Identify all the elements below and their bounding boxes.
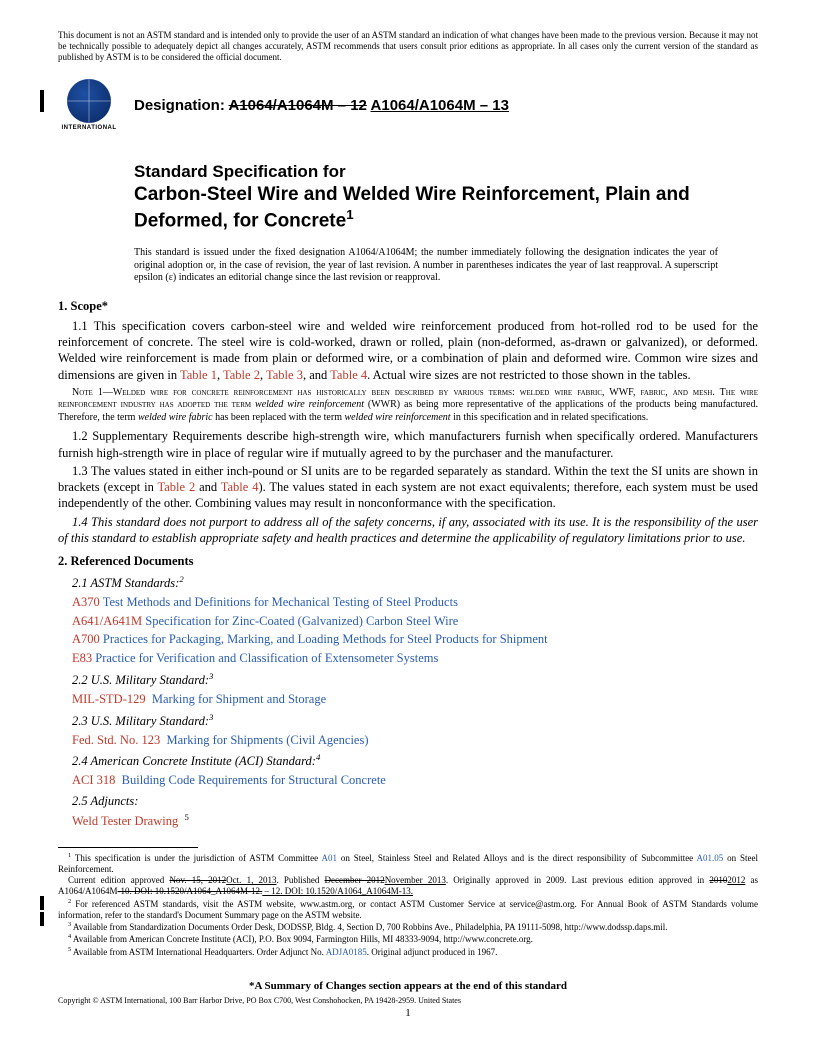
link-aci318-title[interactable]: Building Code Requirements for Structura…: [122, 773, 386, 787]
change-bar: [40, 90, 44, 112]
link-committee-a01[interactable]: A01: [322, 853, 338, 863]
footnote-1: 1 This specification is under the jurisd…: [58, 852, 758, 876]
link-a370[interactable]: A370: [72, 595, 100, 609]
link-table4[interactable]: Table 4: [330, 368, 367, 382]
link-fedstd[interactable]: Fed. Std. No. 123: [72, 733, 160, 747]
ref-2-4: 2.4 American Concrete Institute (ACI) St…: [72, 751, 758, 771]
link-weldtester[interactable]: Weld Tester Drawing: [72, 814, 178, 828]
para-1-3: 1.3 The values stated in either inch-pou…: [58, 463, 758, 512]
section-refdocs-head: 2. Referenced Documents: [58, 554, 758, 569]
link-a641[interactable]: A641/A641M: [72, 614, 142, 628]
footnote-5: 5 Available from ASTM International Head…: [58, 946, 758, 958]
summary-of-changes-note: *A Summary of Changes section appears at…: [58, 980, 758, 992]
section-scope-head: 1. Scope*: [58, 299, 758, 314]
link-table2[interactable]: Table 2: [223, 368, 260, 382]
link-e83[interactable]: E83: [72, 651, 92, 665]
title-prefix: Standard Specification for: [134, 162, 758, 182]
footnote-1b: Current edition approved Nov. 15, 2012Oc…: [58, 875, 758, 898]
change-bar: [40, 912, 44, 926]
para-1-2: 1.2 Supplementary Requirements describe …: [58, 428, 758, 461]
link-a700-title[interactable]: Practices for Packaging, Marking, and Lo…: [103, 632, 548, 646]
link-milstd[interactable]: MIL-STD-129: [72, 692, 146, 706]
link-subcommittee-a0105[interactable]: A01.05: [697, 853, 724, 863]
link-a700[interactable]: A700: [72, 632, 100, 646]
link-e83-title[interactable]: Practice for Verification and Classifica…: [95, 651, 438, 665]
globe-icon: [67, 79, 111, 123]
issuance-note: This standard is issued under the fixed …: [134, 247, 718, 285]
link-milstd-title[interactable]: Marking for Shipment and Storage: [152, 692, 326, 706]
ref-2-5: 2.5 Adjuncts:: [72, 792, 758, 811]
copyright-line: Copyright © ASTM International, 100 Barr…: [58, 996, 758, 1005]
link-table4b[interactable]: Table 4: [221, 480, 259, 494]
link-aci318[interactable]: ACI 318: [72, 773, 115, 787]
ref-2-1: 2.1 ASTM Standards:2: [72, 573, 758, 593]
designation-header: INTERNATIONAL Designation: A1064/A1064M …: [58, 74, 758, 136]
change-bar: [40, 896, 44, 910]
designation-line: Designation: A1064/A1064M – 12 A1064/A10…: [134, 97, 509, 114]
ref-2-2: 2.2 U.S. Military Standard:3: [72, 670, 758, 690]
note-1: Note 1—Welded wire for concrete reinforc…: [58, 387, 758, 425]
astm-logo: INTERNATIONAL: [58, 74, 120, 136]
link-table1[interactable]: Table 1: [180, 368, 217, 382]
designation-new: A1064/A1064M – 13: [371, 97, 509, 114]
link-table3[interactable]: Table 3: [266, 368, 303, 382]
document-title: Carbon-Steel Wire and Welded Wire Reinfo…: [134, 184, 758, 233]
logo-subtext: INTERNATIONAL: [61, 125, 116, 131]
para-1-1: 1.1 This specification covers carbon-ste…: [58, 318, 758, 383]
footnote-2: 2 For referenced ASTM standards, visit t…: [58, 898, 758, 922]
link-a370-title[interactable]: Test Methods and Definitions for Mechani…: [103, 595, 458, 609]
designation-old: A1064/A1064M – 12: [228, 97, 366, 114]
footnote-rule: [58, 847, 198, 848]
link-fedstd-title[interactable]: Marking for Shipments (Civil Agencies): [166, 733, 368, 747]
footnote-4: 4 Available from American Concrete Insti…: [58, 933, 758, 945]
link-table2b[interactable]: Table 2: [158, 480, 196, 494]
referenced-documents: 2.1 ASTM Standards:2 A370 Test Methods a…: [58, 573, 758, 831]
footnote-3: 3 Available from Standardization Documen…: [58, 921, 758, 933]
ref-2-3: 2.3 U.S. Military Standard:3: [72, 711, 758, 731]
link-a641-title[interactable]: Specification for Zinc-Coated (Galvanize…: [145, 614, 458, 628]
para-1-4: 1.4 This standard does not purport to ad…: [58, 514, 758, 547]
header-notice: This document is not an ASTM standard an…: [58, 30, 758, 62]
designation-prefix: Designation:: [134, 97, 228, 114]
page-number: 1: [58, 1007, 758, 1019]
link-adjunct[interactable]: ADJA0185: [326, 947, 367, 957]
